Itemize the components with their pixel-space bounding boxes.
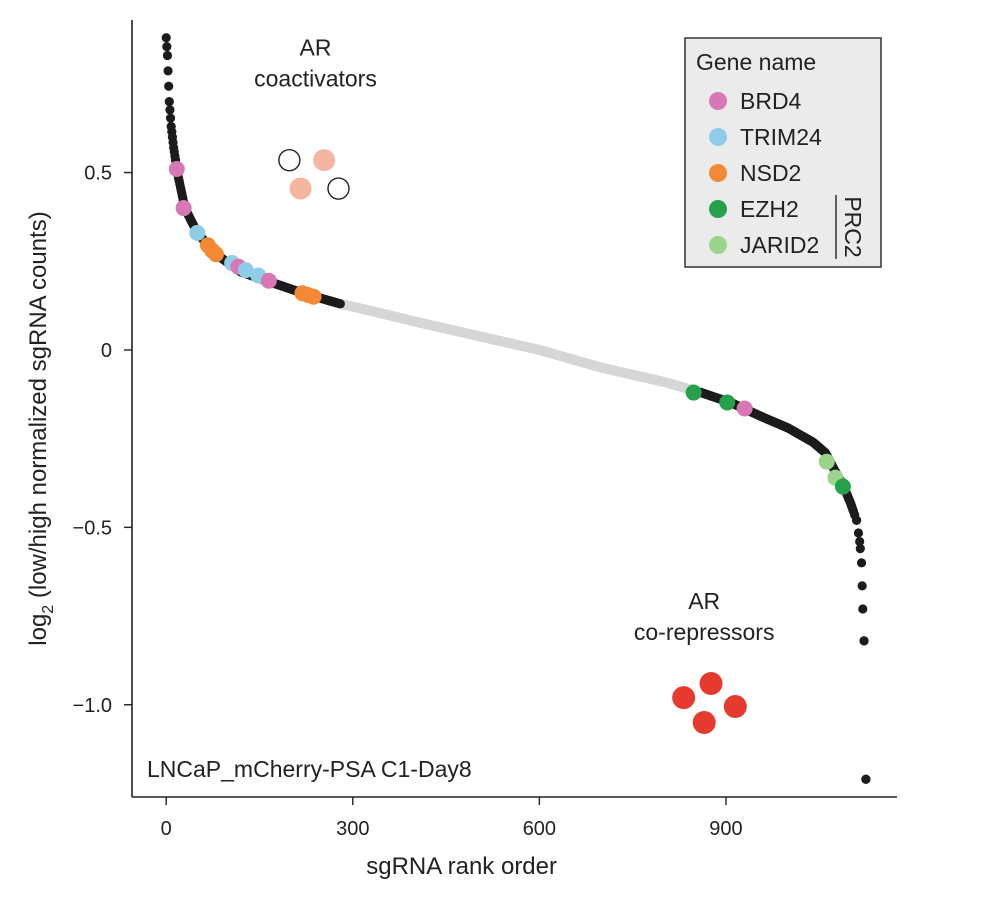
legend-label-brd4: BRD4 xyxy=(740,88,802,114)
curve-point-tail xyxy=(165,113,176,123)
highlighted-points xyxy=(168,161,851,495)
highlight-point-trim24 xyxy=(189,224,206,241)
corepressor-marker xyxy=(692,710,716,734)
highlight-point-brd4 xyxy=(260,272,277,289)
highlight-point-trim24 xyxy=(237,262,254,279)
corepressor-marker xyxy=(699,671,723,695)
coactivator-marker-open xyxy=(278,148,301,172)
legend-label-trim24: TRIM24 xyxy=(740,124,822,150)
x-tick-label: 600 xyxy=(523,818,556,840)
highlight-point-nsd2 xyxy=(305,288,322,305)
annotation-line2: coactivators xyxy=(254,65,377,91)
legend-box xyxy=(684,37,882,268)
curve-point-tail xyxy=(855,536,865,547)
coactivator-marker-open xyxy=(327,177,350,200)
y-axis-label-subscript: 2 xyxy=(40,605,57,614)
curve-point-tail xyxy=(851,515,862,525)
curve-point-tail xyxy=(861,774,871,784)
y-tick-label: −0.5 xyxy=(73,517,112,539)
axes: 0 300 600 900 0.5 0 −0.5 −1.0 sgRNA rank order lo… xyxy=(25,20,897,880)
curve-point-tail xyxy=(853,528,864,538)
curve-point-tail xyxy=(856,558,867,568)
corepressor-marker xyxy=(672,686,696,710)
legend: Gene name BRD4 TRIM24 NSD2 EZH2 JARID2 PRC2 xyxy=(684,37,882,268)
annotation-clusters xyxy=(278,148,747,734)
curve-point-tail xyxy=(857,581,867,591)
corepressor-marker xyxy=(723,695,747,719)
coactivator-marker-filled xyxy=(289,177,312,200)
x-tick-label: 0 xyxy=(161,818,172,840)
curve-point-tail xyxy=(165,105,175,115)
curve-point-tail xyxy=(162,50,173,61)
highlight-point-jarid2 xyxy=(818,453,835,470)
highlight-point-ezh2 xyxy=(719,394,736,411)
prc2-label: PRC2 xyxy=(840,196,866,257)
x-axis-label: sgRNA rank order xyxy=(366,853,557,880)
coactivator-marker-filled xyxy=(313,149,336,172)
legend-marker-nsd2 xyxy=(709,164,727,182)
highlight-point-nsd2 xyxy=(207,246,224,263)
highlight-point-brd4 xyxy=(168,161,185,178)
legend-marker-trim24 xyxy=(709,128,727,146)
legend-marker-brd4 xyxy=(709,92,727,110)
curve-point-tail xyxy=(858,604,868,614)
x-tick-label: 300 xyxy=(336,818,369,840)
annotation-labels: AR coactivators AR co-repressors LNCaP_mCher… xyxy=(147,34,774,782)
y-tick-label: 0.5 xyxy=(84,163,112,185)
x-tick-label: 900 xyxy=(709,818,742,840)
y-axis-label-rest: (low/high normalized sgRNA counts) xyxy=(25,211,52,605)
curve-point-tail xyxy=(164,81,174,91)
y-tick-label: −1.0 xyxy=(73,695,112,717)
legend-marker-ezh2 xyxy=(709,200,727,218)
curve-point-tail xyxy=(164,97,174,107)
y-tick-label: 0 xyxy=(101,340,112,362)
highlight-point-brd4 xyxy=(175,200,192,217)
legend-label-nsd2: NSD2 xyxy=(740,160,801,186)
legend-marker-jarid2 xyxy=(709,236,727,254)
legend-title: Gene name xyxy=(696,49,816,75)
annotation-line2: co-repressors xyxy=(634,619,775,645)
y-axis-label-main: log xyxy=(25,614,52,646)
highlight-point-ezh2 xyxy=(685,384,702,401)
curve-point-tail xyxy=(335,299,345,309)
curve-point-tail xyxy=(855,544,865,554)
sample-label: LNCaP_mCherry-PSA C1-Day8 xyxy=(147,756,472,782)
curve-point-tail xyxy=(162,42,172,52)
annotation-line1: AR xyxy=(688,588,720,614)
y-axis-label: log2 (low/high normalized sgRNA counts) xyxy=(25,211,57,645)
highlight-point-ezh2 xyxy=(834,478,851,495)
curve-point-tail xyxy=(859,636,869,646)
highlight-point-brd4 xyxy=(736,400,753,417)
annotation-line1: AR xyxy=(299,34,331,60)
legend-label-jarid2: JARID2 xyxy=(740,232,819,258)
curve-point-tail xyxy=(163,66,173,76)
legend-label-ezh2: EZH2 xyxy=(740,196,799,222)
curve-point-tail xyxy=(161,33,171,43)
